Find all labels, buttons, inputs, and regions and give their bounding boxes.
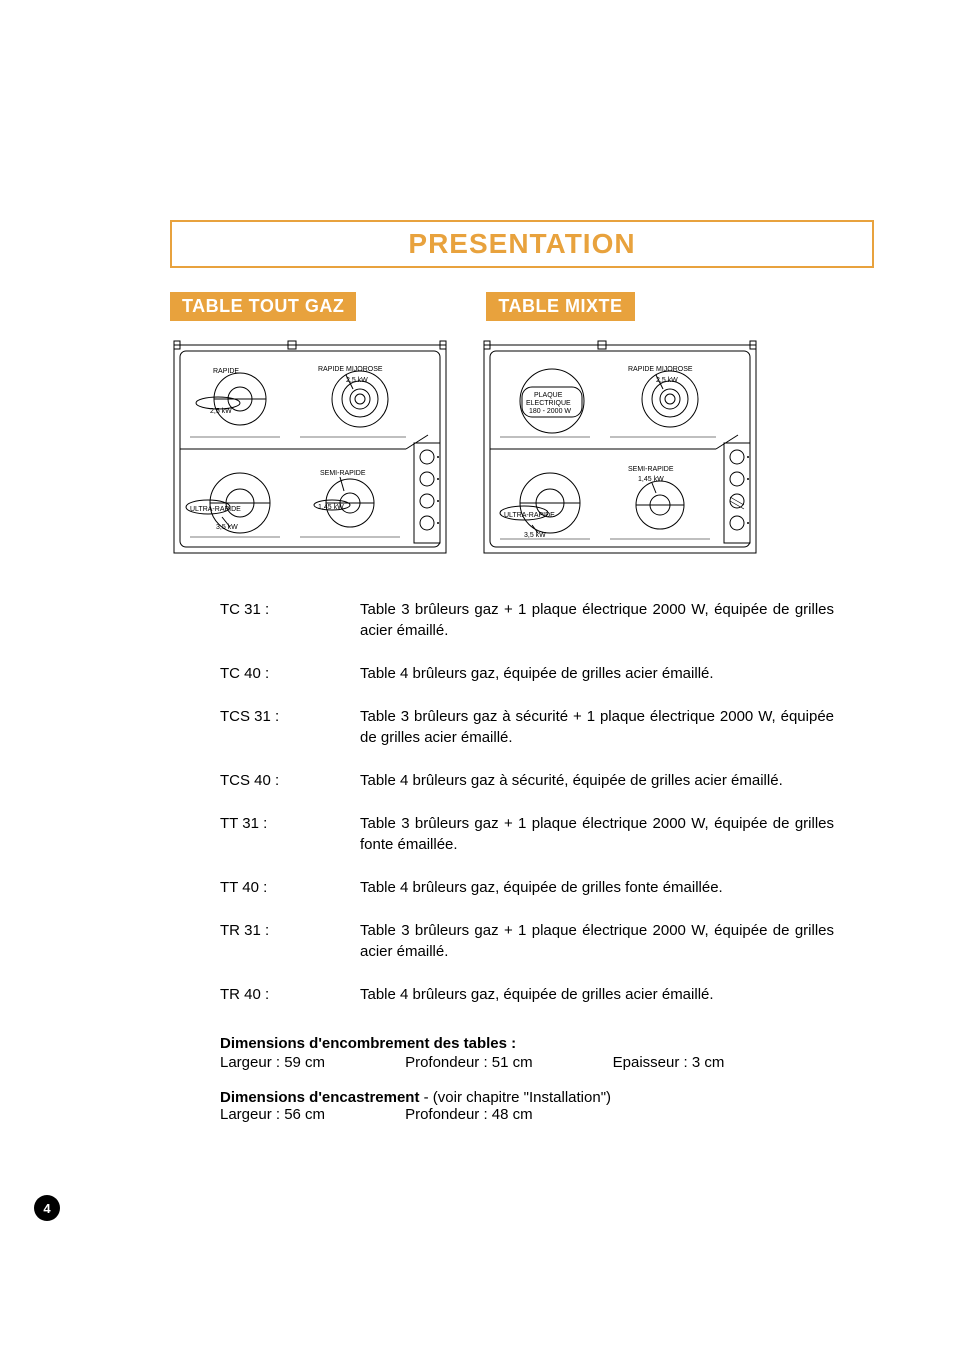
dims-heading-bold: Dimensions d'encastrement — [220, 1089, 419, 1106]
burner-power: 1,45 kW — [638, 476, 664, 483]
dimensions-section: Dimensions d'encombrement des tables : L… — [220, 1035, 834, 1123]
diagram-gas: RAPIDE 2,5 kW RAPIDE MIJOROSE 2,5 kW ULT… — [170, 339, 450, 559]
model-code: TC 31 : — [220, 599, 360, 641]
dims-values: Largeur : 59 cm Profondeur : 51 cm Epais… — [220, 1054, 834, 1071]
model-desc: Table 3 brûleurs gaz à sécurité + 1 plaq… — [360, 706, 834, 748]
dims-value: Largeur : 56 cm — [220, 1106, 325, 1123]
model-row: TR 31 : Table 3 brûleurs gaz + 1 plaque … — [220, 920, 834, 962]
burner-power: 2,5 kW — [656, 377, 678, 384]
plate-label: PLAQUE — [534, 392, 563, 399]
burner-label: RAPIDE — [213, 368, 239, 375]
model-code: TCS 40 : — [220, 770, 360, 791]
title-box: PRESENTATION — [170, 220, 874, 268]
model-code: TR 40 : — [220, 984, 360, 1005]
burner-label: SEMI-RAPIDE — [320, 470, 366, 477]
model-desc: Table 3 brûleurs gaz + 1 plaque électriq… — [360, 813, 834, 855]
dims-value: Largeur : 59 cm — [220, 1054, 325, 1071]
dims-heading: Dimensions d'encastrement - (voir chapit… — [220, 1089, 834, 1106]
plate-label: ELECTRIQUE — [526, 400, 571, 407]
model-desc: Table 4 brûleurs gaz, équipée de grilles… — [360, 877, 834, 898]
subtitle-gas: TABLE TOUT GAZ — [170, 292, 356, 321]
dims-value: Epaisseur : 3 cm — [613, 1054, 725, 1071]
dims-heading-rest: - (voir chapitre "Installation") — [419, 1089, 611, 1106]
model-code: TT 40 : — [220, 877, 360, 898]
plate-label: 180 - 2000 W — [529, 408, 571, 415]
burner-label: RAPIDE MIJOROSE — [318, 366, 383, 373]
burner-power: 3,5 kW — [524, 532, 546, 539]
burner-power: 2,5 kW — [346, 377, 368, 384]
model-desc: Table 4 brûleurs gaz, équipée de grilles… — [360, 984, 834, 1005]
burner-label: RAPIDE MIJOROSE — [628, 366, 693, 373]
model-desc: Table 3 brûleurs gaz + 1 plaque électriq… — [360, 920, 834, 962]
model-row: TCS 40 : Table 4 brûleurs gaz à sécurité… — [220, 770, 834, 791]
model-code: TR 31 : — [220, 920, 360, 962]
diagrams-row: RAPIDE 2,5 kW RAPIDE MIJOROSE 2,5 kW ULT… — [170, 339, 874, 559]
page-number: 4 — [34, 1195, 60, 1221]
model-row: TC 31 : Table 3 brûleurs gaz + 1 plaque … — [220, 599, 834, 641]
page-title: PRESENTATION — [408, 228, 635, 259]
burner-power: 1,45 kW — [318, 504, 344, 511]
burner-label: SEMI-RAPIDE — [628, 466, 674, 473]
model-desc: Table 4 brûleurs gaz, équipée de grilles… — [360, 663, 834, 684]
model-row: TT 31 : Table 3 brûleurs gaz + 1 plaque … — [220, 813, 834, 855]
dims-value: Profondeur : 48 cm — [405, 1106, 533, 1123]
diagram-mixte: PLAQUE ELECTRIQUE 180 - 2000 W RAPIDE MI… — [480, 339, 760, 559]
model-code: TT 31 : — [220, 813, 360, 855]
burner-power: 2,5 kW — [210, 408, 232, 415]
model-code: TC 40 : — [220, 663, 360, 684]
dims-value: Profondeur : 51 cm — [405, 1054, 533, 1071]
model-desc: Table 4 brûleurs gaz à sécurité, équipée… — [360, 770, 834, 791]
model-desc: Table 3 brûleurs gaz + 1 plaque électriq… — [360, 599, 834, 641]
subtitles-row: TABLE TOUT GAZ TABLE MIXTE — [170, 292, 874, 321]
model-row: TT 40 : Table 4 brûleurs gaz, équipée de… — [220, 877, 834, 898]
burner-label: ULTRA-RAPIDE — [504, 512, 555, 519]
model-code: TCS 31 : — [220, 706, 360, 748]
models-list: TC 31 : Table 3 brûleurs gaz + 1 plaque … — [220, 599, 834, 1005]
subtitle-mixte: TABLE MIXTE — [486, 292, 634, 321]
model-row: TC 40 : Table 4 brûleurs gaz, équipée de… — [220, 663, 834, 684]
dims-heading: Dimensions d'encombrement des tables : — [220, 1035, 834, 1052]
dims-values: Largeur : 56 cm Profondeur : 48 cm — [220, 1106, 834, 1123]
model-row: TR 40 : Table 4 brûleurs gaz, équipée de… — [220, 984, 834, 1005]
burner-label: ULTRA-RAPIDE — [190, 506, 241, 513]
model-row: TCS 31 : Table 3 brûleurs gaz à sécurité… — [220, 706, 834, 748]
burner-power: 3,5 kW — [216, 524, 238, 531]
